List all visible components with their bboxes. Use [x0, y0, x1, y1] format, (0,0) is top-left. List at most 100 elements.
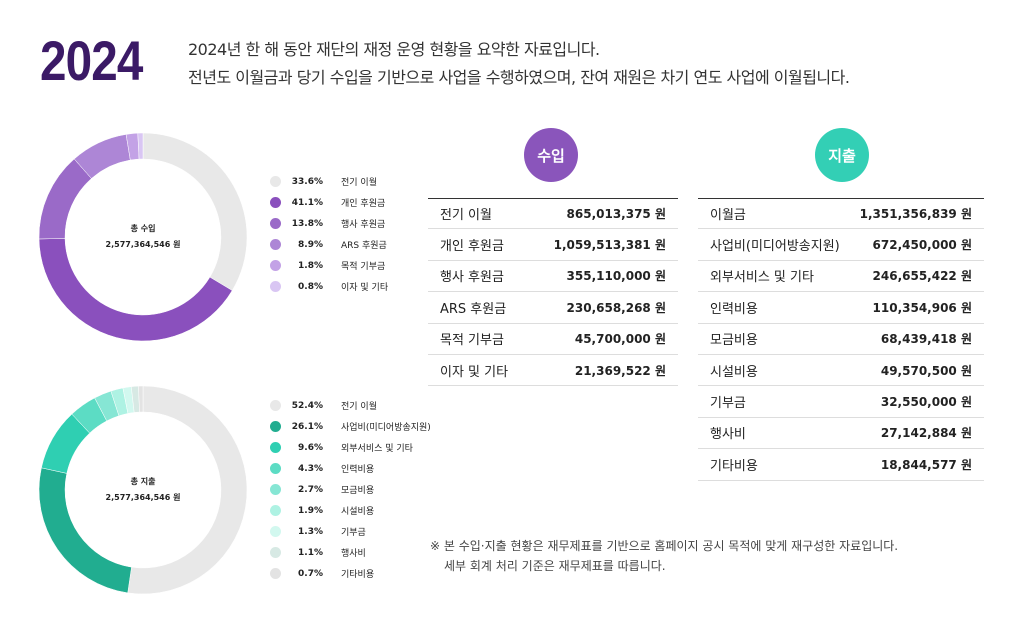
footnote: ※ 본 수입·지출 현황은 재무제표를 기반으로 홈페이지 공시 목적에 맞게 … [430, 536, 898, 576]
row-label: 모금비용 [710, 333, 758, 349]
row-label: 이자 및 기타 [440, 364, 509, 380]
legend-swatch [270, 421, 281, 432]
legend-swatch [270, 400, 281, 411]
row-label: 행사비 [710, 427, 746, 443]
legend-percent: 1.3% [298, 526, 323, 537]
table-row: 목적 기부금 45,700,000 원 [428, 324, 678, 355]
legend-percent: 1.9% [298, 505, 323, 516]
income-legend: 33.6% 전기 이월 41.1% 개인 후원금 13.8% 행사 후원금 8.9% ARS … [270, 171, 388, 297]
table-row: 기부금 32,550,000 원 [698, 386, 984, 418]
donut-slice [137, 132, 144, 160]
legend-label: 전기 이월 [341, 178, 377, 188]
row-label: 전기 이월 [440, 208, 492, 224]
table-row: ARS 후원금 230,658,268 원 [428, 292, 678, 324]
legend-swatch [270, 463, 281, 474]
legend-label: 기타비용 [341, 570, 375, 580]
row-value: 1,059,513,381 원 [553, 238, 666, 253]
legend-swatch [270, 239, 281, 250]
legend-item: 0.8% 이자 및 기타 [270, 276, 388, 297]
legend-percent: 33.6% [291, 176, 323, 187]
row-value: 246,655,422 원 [872, 269, 972, 284]
legend-percent: 8.9% [298, 239, 323, 250]
legend-item: 2.7% 모금비용 [270, 479, 431, 500]
legend-item: 0.7% 기타비용 [270, 563, 431, 584]
legend-item: 1.9% 시설비용 [270, 500, 431, 521]
donut-slice [138, 385, 144, 413]
expense-donut-chart: 총 지출 2,577,364,546 원 [38, 385, 248, 595]
table-row: 외부서비스 및 기타 246,655,422 원 [698, 261, 984, 293]
legend-swatch [270, 260, 281, 271]
table-row: 행사 후원금 355,110,000 원 [428, 261, 678, 293]
table-row: 이월금 1,351,356,839 원 [698, 198, 984, 230]
legend-item: 8.9% ARS 후원금 [270, 234, 388, 255]
legend-swatch [270, 526, 281, 537]
legend-label: 개인 후원금 [341, 199, 386, 209]
footnote-line: 세부 회계 처리 기준은 재무제표를 따릅니다. [444, 559, 666, 573]
income-badge: 수입 [524, 128, 578, 182]
legend-item: 52.4% 전기 이월 [270, 395, 431, 416]
table-row: 모금비용 68,439,418 원 [698, 324, 984, 355]
legend-swatch [270, 547, 281, 558]
legend-item: 26.1% 사업비(미디어방송지원) [270, 416, 431, 437]
center-value: 2,577,364,546 원 [105, 493, 181, 502]
legend-label: 모금비용 [341, 486, 375, 496]
legend-item: 1.8% 목적 기부금 [270, 255, 388, 276]
legend-label: 시설비용 [341, 507, 375, 517]
legend-label: 행사 후원금 [341, 220, 386, 230]
row-value: 110,354,906 원 [872, 300, 972, 315]
legend-item: 1.1% 행사비 [270, 542, 431, 563]
row-value: 27,142,884 원 [880, 426, 972, 441]
row-label: 사업비(미디어방송지원) [710, 239, 840, 255]
legend-item: 33.6% 전기 이월 [270, 171, 388, 192]
legend-percent: 9.6% [298, 442, 323, 453]
legend-label: 행사비 [341, 549, 366, 559]
row-value: 21,369,522 원 [574, 363, 666, 378]
row-value: 49,570,500 원 [880, 363, 972, 378]
legend-swatch [270, 442, 281, 453]
legend-percent: 1.8% [298, 260, 323, 271]
center-label: 총 수입 [130, 224, 156, 233]
legend-percent: 13.8% [291, 218, 323, 229]
legend-label: ARS 후원금 [341, 241, 387, 251]
table-row: 사업비(미디어방송지원) 672,450,000 원 [698, 229, 984, 261]
legend-percent: 1.1% [298, 547, 323, 558]
income-donut-chart: 총 수입 2,577,364,546 원 [38, 132, 248, 342]
row-label: 인력비용 [710, 301, 758, 317]
year-title: 2024 [40, 29, 143, 92]
footnote-line: ※ 본 수입·지출 현황은 재무제표를 기반으로 홈페이지 공시 목적에 맞게 … [430, 539, 899, 553]
row-value: 672,450,000 원 [872, 238, 972, 253]
table-row: 시설비용 49,570,500 원 [698, 355, 984, 387]
table-row: 기타비용 18,844,577 원 [698, 449, 984, 481]
row-value: 865,013,375 원 [566, 207, 666, 222]
legend-label: 이자 및 기타 [341, 283, 389, 293]
center-label: 총 지출 [130, 477, 156, 486]
row-label: 기부금 [710, 396, 746, 412]
legend-label: 사업비(미디어방송지원) [341, 423, 431, 433]
legend-item: 1.3% 기부금 [270, 521, 431, 542]
row-label: 외부서비스 및 기타 [710, 270, 814, 286]
legend-swatch [270, 568, 281, 579]
intro-line: 2024년 한 해 동안 재단의 재정 운영 현황을 요약한 자료입니다. [188, 40, 600, 59]
row-label: ARS 후원금 [440, 301, 507, 317]
row-value: 355,110,000 원 [566, 269, 666, 284]
table-row: 이자 및 기타 21,369,522 원 [428, 355, 678, 387]
row-value: 18,844,577 원 [880, 457, 972, 472]
table-row: 행사비 27,142,884 원 [698, 418, 984, 450]
legend-swatch [270, 197, 281, 208]
intro-text: 2024년 한 해 동안 재단의 재정 운영 현황을 요약한 자료입니다. 전년… [188, 36, 850, 92]
row-label: 행사 후원금 [440, 270, 504, 286]
row-label: 시설비용 [710, 364, 758, 380]
expense-badge: 지출 [815, 128, 869, 182]
center-value: 2,577,364,546 원 [105, 240, 181, 249]
legend-swatch [270, 218, 281, 229]
legend-swatch [270, 505, 281, 516]
table-row: 전기 이월 865,013,375 원 [428, 198, 678, 230]
row-label: 개인 후원금 [440, 239, 504, 255]
legend-label: 기부금 [341, 528, 366, 538]
legend-swatch [270, 484, 281, 495]
legend-item: 4.3% 인력비용 [270, 458, 431, 479]
legend-item: 41.1% 개인 후원금 [270, 192, 388, 213]
legend-swatch [270, 281, 281, 292]
